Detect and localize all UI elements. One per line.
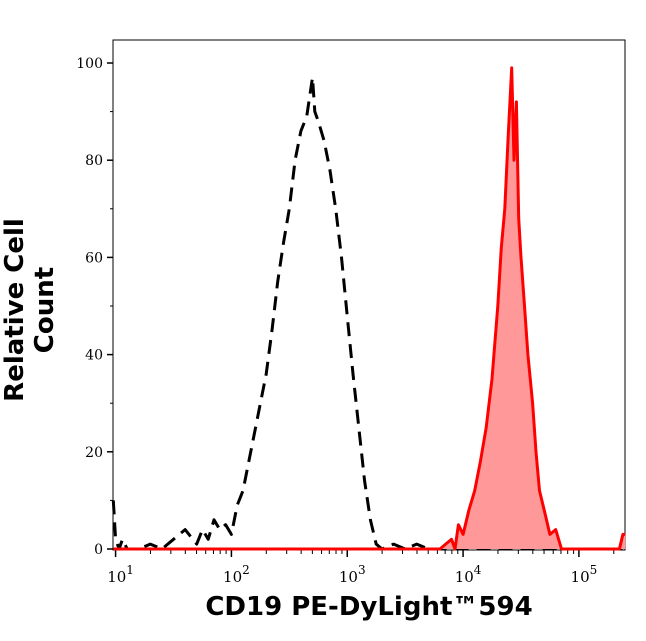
series-line-0 [111,76,626,551]
y-tick-label: 20 [85,445,103,461]
plot-frame [112,39,626,551]
x-tick-label: 103 [339,563,366,586]
x-tick-label: 102 [223,563,250,586]
y-axis-label: Relative Cell Count [0,218,60,402]
x-tick-label: 104 [455,563,482,586]
y-tick-label: 80 [85,153,103,169]
y-tick-label: 40 [85,348,103,364]
x-axis-label: CD19 PE-DyLight™594 [205,592,533,622]
y-tick-label: 60 [85,250,103,266]
x-tick-label: 101 [107,563,134,586]
series-fill-1 [113,67,626,550]
x-tick-label: 105 [571,563,598,586]
y-tick-label: 100 [76,56,103,72]
series-line-1 [113,66,626,551]
y-tick-label: 0 [94,542,103,558]
